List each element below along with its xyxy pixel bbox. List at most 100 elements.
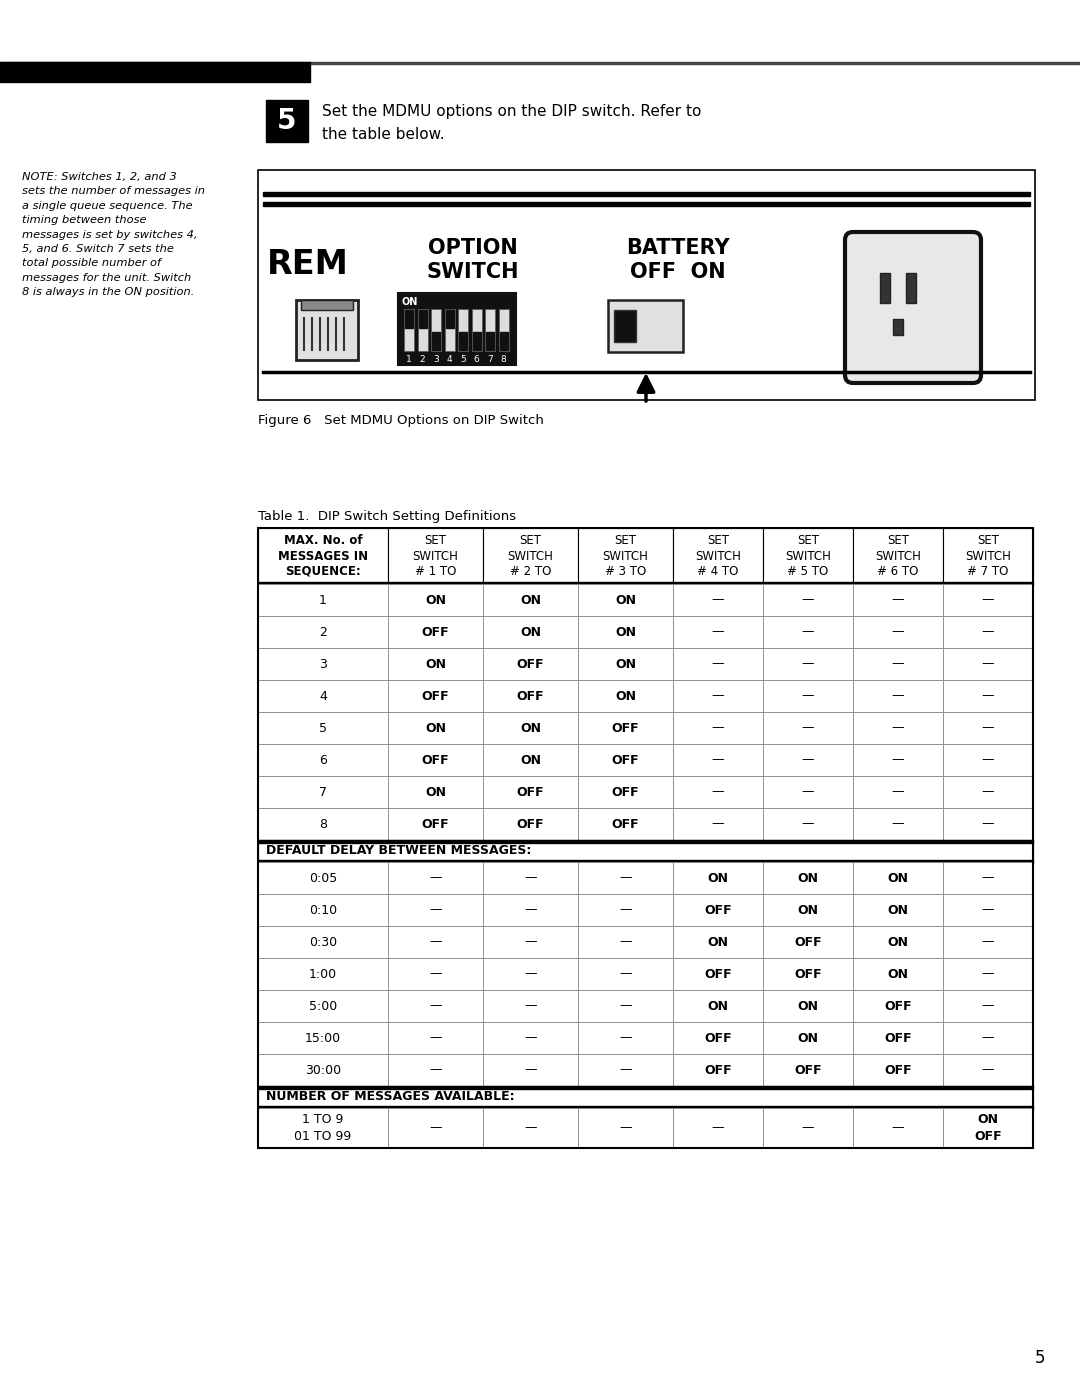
Text: 8: 8 bbox=[319, 818, 327, 830]
Text: OFF: OFF bbox=[794, 968, 822, 981]
Bar bbox=[943, 926, 1032, 958]
Bar bbox=[301, 300, 353, 310]
Bar bbox=[483, 1109, 578, 1148]
Bar bbox=[615, 310, 636, 342]
Bar bbox=[893, 319, 903, 335]
Text: OFF: OFF bbox=[421, 626, 449, 638]
Text: 3: 3 bbox=[319, 658, 327, 670]
Text: 1 TO 9
01 TO 99: 1 TO 9 01 TO 99 bbox=[295, 1113, 352, 1143]
Text: —: — bbox=[712, 658, 725, 670]
Text: OFF: OFF bbox=[704, 904, 732, 917]
Text: ON: ON bbox=[797, 1000, 819, 1013]
Bar bbox=[608, 300, 683, 352]
Text: OFF: OFF bbox=[611, 786, 639, 798]
Bar bbox=[853, 1054, 943, 1086]
Bar bbox=[853, 1022, 943, 1054]
Bar bbox=[673, 648, 762, 680]
Text: Figure 6   Set MDMU Options on DIP Switch: Figure 6 Set MDMU Options on DIP Switch bbox=[258, 415, 544, 427]
Bar bbox=[943, 529, 1032, 584]
Text: —: — bbox=[801, 658, 814, 670]
Text: —: — bbox=[524, 904, 537, 917]
Text: —: — bbox=[892, 658, 904, 670]
Text: —: — bbox=[712, 722, 725, 734]
Text: —: — bbox=[619, 904, 632, 917]
Text: —: — bbox=[524, 1032, 537, 1045]
Text: SET
SWITCH
# 4 TO: SET SWITCH # 4 TO bbox=[696, 534, 741, 579]
Bar bbox=[258, 581, 1032, 586]
Text: ON: ON bbox=[615, 658, 636, 670]
Bar bbox=[673, 1109, 762, 1148]
Bar bbox=[0, 63, 1080, 64]
Text: 6: 6 bbox=[474, 355, 480, 364]
Text: —: — bbox=[801, 1121, 814, 1135]
Bar bbox=[673, 680, 762, 712]
Text: —: — bbox=[801, 754, 814, 766]
Text: —: — bbox=[524, 872, 537, 885]
FancyBboxPatch shape bbox=[845, 232, 981, 383]
Text: —: — bbox=[524, 936, 537, 949]
Text: ON: ON bbox=[519, 754, 541, 766]
Bar bbox=[943, 712, 1032, 744]
Text: —: — bbox=[619, 968, 632, 981]
Text: ON: ON bbox=[615, 594, 636, 606]
Bar bbox=[762, 808, 853, 840]
Bar bbox=[853, 926, 943, 958]
Text: —: — bbox=[892, 754, 904, 766]
Bar bbox=[499, 309, 509, 351]
Bar bbox=[853, 648, 943, 680]
Bar bbox=[446, 310, 454, 328]
Text: —: — bbox=[429, 968, 442, 981]
Bar bbox=[943, 584, 1032, 616]
Bar bbox=[943, 958, 1032, 990]
Text: —: — bbox=[892, 818, 904, 830]
Text: ON: ON bbox=[707, 872, 729, 885]
Text: —: — bbox=[429, 1000, 442, 1013]
Text: 4: 4 bbox=[319, 690, 327, 702]
Bar bbox=[578, 680, 673, 712]
Text: —: — bbox=[429, 872, 442, 885]
Text: —: — bbox=[801, 690, 814, 702]
Bar bbox=[483, 1054, 578, 1086]
Text: SET
SWITCH
# 2 TO: SET SWITCH # 2 TO bbox=[508, 534, 553, 579]
Text: REM: REM bbox=[267, 249, 349, 281]
Bar bbox=[459, 332, 467, 351]
Text: —: — bbox=[892, 1121, 904, 1135]
Text: DEFAULT DELAY BETWEEN MESSAGES:: DEFAULT DELAY BETWEEN MESSAGES: bbox=[266, 844, 531, 857]
Text: —: — bbox=[712, 594, 725, 606]
Bar bbox=[483, 616, 578, 648]
Text: SET
SWITCH
# 1 TO: SET SWITCH # 1 TO bbox=[413, 534, 458, 579]
Text: NOTE: Switches 1, 2, and 3
sets the number of messages in
a single queue sequenc: NOTE: Switches 1, 2, and 3 sets the numb… bbox=[22, 172, 205, 298]
Text: OFF: OFF bbox=[516, 658, 544, 670]
Bar bbox=[762, 584, 853, 616]
Text: —: — bbox=[619, 1064, 632, 1077]
Bar bbox=[483, 958, 578, 990]
Text: —: — bbox=[801, 818, 814, 830]
Text: —: — bbox=[982, 594, 995, 606]
Bar bbox=[578, 808, 673, 840]
Text: ON: ON bbox=[402, 298, 418, 307]
Bar bbox=[762, 894, 853, 926]
Text: ON: ON bbox=[519, 594, 541, 606]
Bar bbox=[258, 529, 1032, 1148]
Text: —: — bbox=[982, 936, 995, 949]
Bar bbox=[485, 309, 495, 351]
Text: OFF: OFF bbox=[516, 818, 544, 830]
Text: —: — bbox=[982, 1064, 995, 1077]
Bar bbox=[258, 840, 1032, 862]
Bar bbox=[483, 808, 578, 840]
Bar bbox=[483, 584, 578, 616]
Bar bbox=[673, 894, 762, 926]
Bar bbox=[264, 202, 1030, 206]
Bar bbox=[853, 990, 943, 1022]
Bar bbox=[943, 894, 1032, 926]
Text: OFF: OFF bbox=[704, 1064, 732, 1077]
Text: 3: 3 bbox=[433, 355, 438, 364]
Text: 2: 2 bbox=[420, 355, 426, 364]
Bar bbox=[853, 616, 943, 648]
Bar bbox=[388, 1022, 483, 1054]
Text: OFF: OFF bbox=[421, 754, 449, 766]
Bar bbox=[762, 776, 853, 808]
Bar bbox=[445, 309, 455, 351]
Bar bbox=[258, 1109, 388, 1148]
Bar bbox=[264, 192, 1030, 196]
